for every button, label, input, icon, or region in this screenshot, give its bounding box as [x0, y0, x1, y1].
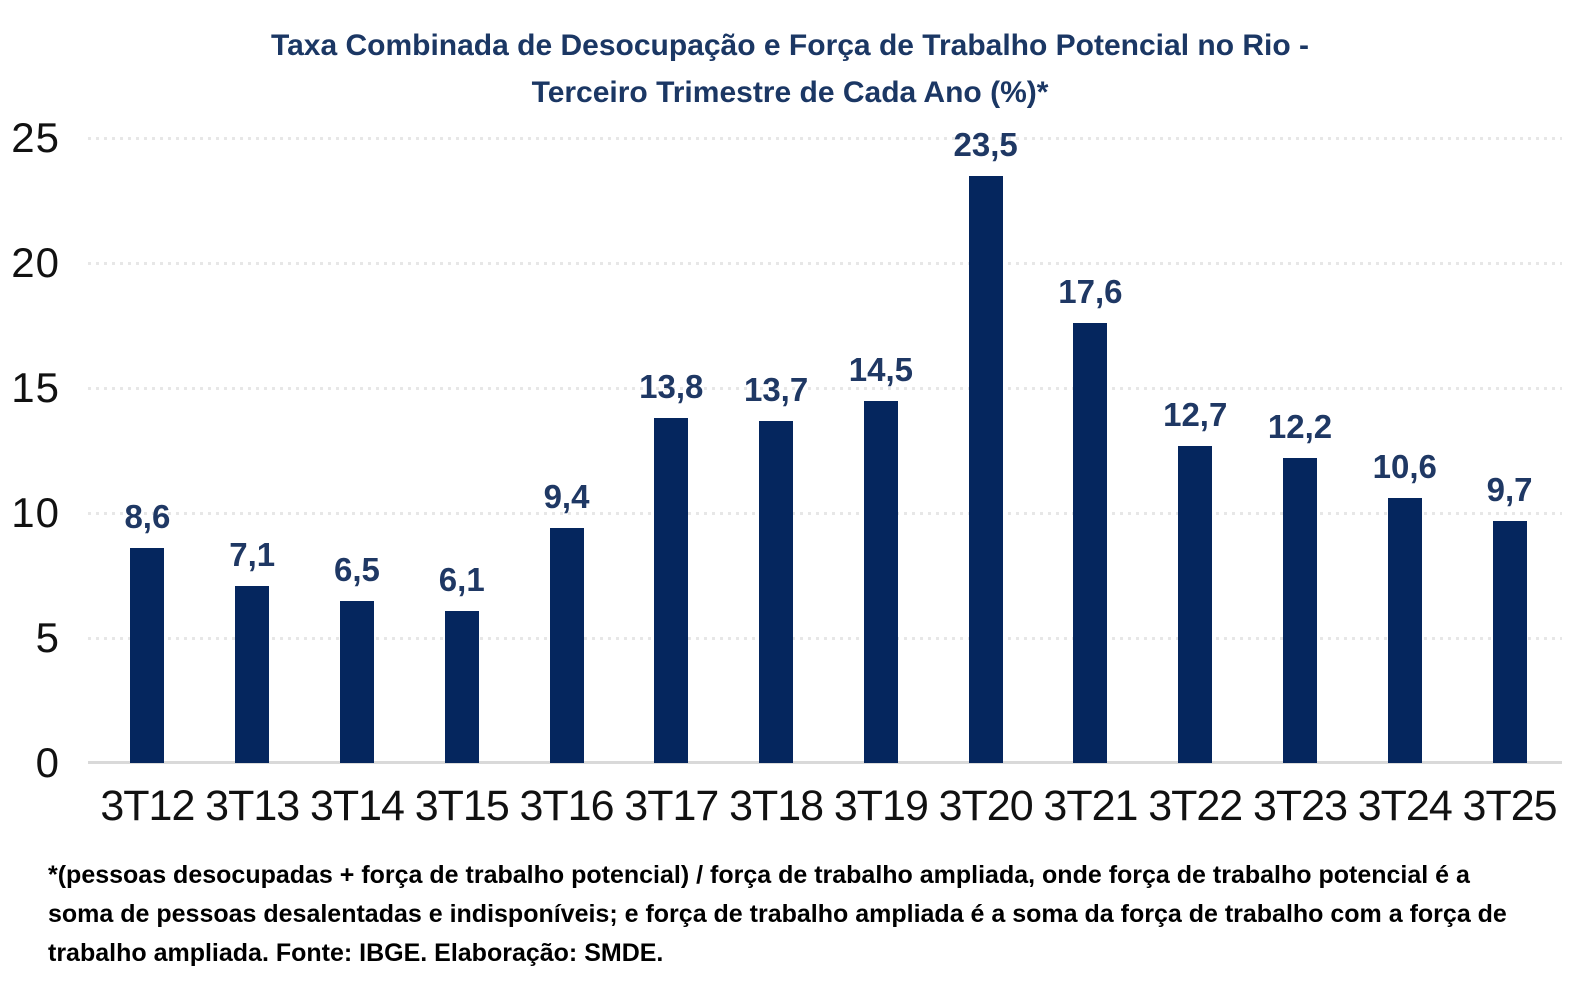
- bar-value-label-3T21: 17,6: [1058, 273, 1123, 310]
- y-tick-label-20: 20: [11, 239, 60, 286]
- bar-group-3T18: 13,7: [724, 138, 829, 763]
- bar-value-label-3T16: 9,4: [543, 478, 590, 515]
- bar-3T20: [968, 175, 1003, 763]
- bar-group-3T17: 13,8: [619, 138, 724, 763]
- bar-group-3T16: 9,4: [514, 138, 619, 763]
- bar-3T23: [1282, 458, 1317, 763]
- y-tick-label-0: 0: [35, 739, 60, 786]
- bar-value-label-3T15: 6,1: [438, 560, 485, 598]
- chart-title: Taxa Combinada de Desocupação e Força de…: [0, 22, 1580, 116]
- chart-title-line-2: Terceiro Trimestre de Cada Ano (%)*: [531, 76, 1049, 109]
- y-tick-label-10: 10: [11, 489, 60, 536]
- bar-value-label-3T19: 14,5: [848, 350, 913, 388]
- bar-value-label-3T12: 8,6: [124, 498, 171, 535]
- bar-3T25: [1492, 520, 1527, 763]
- x-tick-label-3T25: 3T25: [1462, 782, 1558, 830]
- bar-value-label-3T13: 7,1: [229, 535, 276, 573]
- bar-value-label-3T22: 12,7: [1163, 395, 1228, 433]
- gridline-25: [88, 137, 1562, 140]
- bar-group-3T13: 7,1: [200, 138, 305, 763]
- x-axis-tick-labels: 3T12 3T13 3T14 3T15 3T16 3T17 3T18 3T19 3T20 3T21…: [95, 775, 1562, 837]
- x-tick-label-3T21: 3T21: [1043, 782, 1138, 830]
- y-tick-label-5: 5: [35, 614, 60, 661]
- bar-group-3T14: 6,5: [305, 138, 410, 763]
- bar-3T13: [235, 585, 270, 763]
- bar-value-label-3T17: 13,8: [639, 368, 704, 405]
- x-tick-label-3T15: 3T15: [414, 782, 510, 830]
- bar-group-3T24: 10,6: [1352, 138, 1457, 763]
- bar-3T16: [549, 528, 584, 763]
- bar-group-3T19: 14,5: [828, 138, 933, 763]
- bar-3T21: [1073, 323, 1108, 763]
- x-tick-label-3T18: 3T18: [729, 782, 824, 830]
- bar-group-3T12: 8,6: [95, 138, 200, 763]
- bar-value-label-3T25: 9,7: [1486, 470, 1533, 508]
- x-tick-label-3T17: 3T17: [624, 782, 719, 830]
- x-axis-line: [88, 761, 1562, 764]
- bar-3T14: [339, 600, 374, 763]
- bar-value-label-3T23: 12,2: [1267, 408, 1333, 445]
- bar-group-3T20: 23,5: [933, 126, 1038, 763]
- bar-3T24: [1387, 498, 1422, 763]
- y-tick-label-15: 15: [11, 364, 60, 411]
- footnote: *(pessoas desocupadas + força de trabalh…: [48, 861, 1507, 967]
- bar-3T17: [654, 418, 689, 763]
- x-tick-label-3T22: 3T22: [1148, 782, 1243, 830]
- x-tick-label-3T23: 3T23: [1252, 782, 1348, 830]
- bar-3T19: [863, 400, 898, 763]
- bar-value-label-3T20: 23,5: [953, 125, 1018, 163]
- bar-group-3T21: 17,6: [1038, 138, 1143, 763]
- bar-group-3T15: 6,1: [409, 138, 514, 763]
- gridline-20: [88, 262, 1562, 265]
- x-tick-label-3T13: 3T13: [205, 782, 300, 830]
- bar-value-label-3T24: 10,6: [1372, 448, 1437, 485]
- x-tick-label-3T20: 3T20: [938, 782, 1034, 830]
- bar-group-3T23: 12,2: [1248, 138, 1353, 763]
- x-tick-label-3T19: 3T19: [833, 782, 929, 830]
- bar-group-3T22: 12,7: [1143, 138, 1248, 763]
- gridline-5: [88, 637, 1562, 640]
- chart-title-line-1: Taxa Combinada de Desocupação e Força de…: [270, 29, 1310, 62]
- bar-3T12: [130, 548, 165, 763]
- bars-layer: 8,6 7,1 6,5 6,1 9,4 13,8 13,7 14,5 23,5 17,6 12,7 1…: [95, 126, 1562, 763]
- gridline-10: [88, 512, 1562, 515]
- x-tick-label-3T12: 3T12: [100, 782, 195, 830]
- bar-3T15: [444, 610, 479, 763]
- bar-group-3T25: 9,7: [1457, 138, 1562, 763]
- x-tick-label-3T16: 3T16: [519, 782, 615, 830]
- gridline-15: [88, 387, 1562, 390]
- y-tick-label-25: 25: [11, 114, 60, 161]
- bar-3T22: [1178, 445, 1213, 763]
- x-tick-label-3T24: 3T24: [1357, 782, 1453, 830]
- bar-value-label-3T14: 6,5: [334, 550, 380, 588]
- bar-3T18: [759, 420, 794, 763]
- bar-value-label-3T18: 13,7: [743, 370, 809, 408]
- x-tick-label-3T14: 3T14: [309, 782, 405, 830]
